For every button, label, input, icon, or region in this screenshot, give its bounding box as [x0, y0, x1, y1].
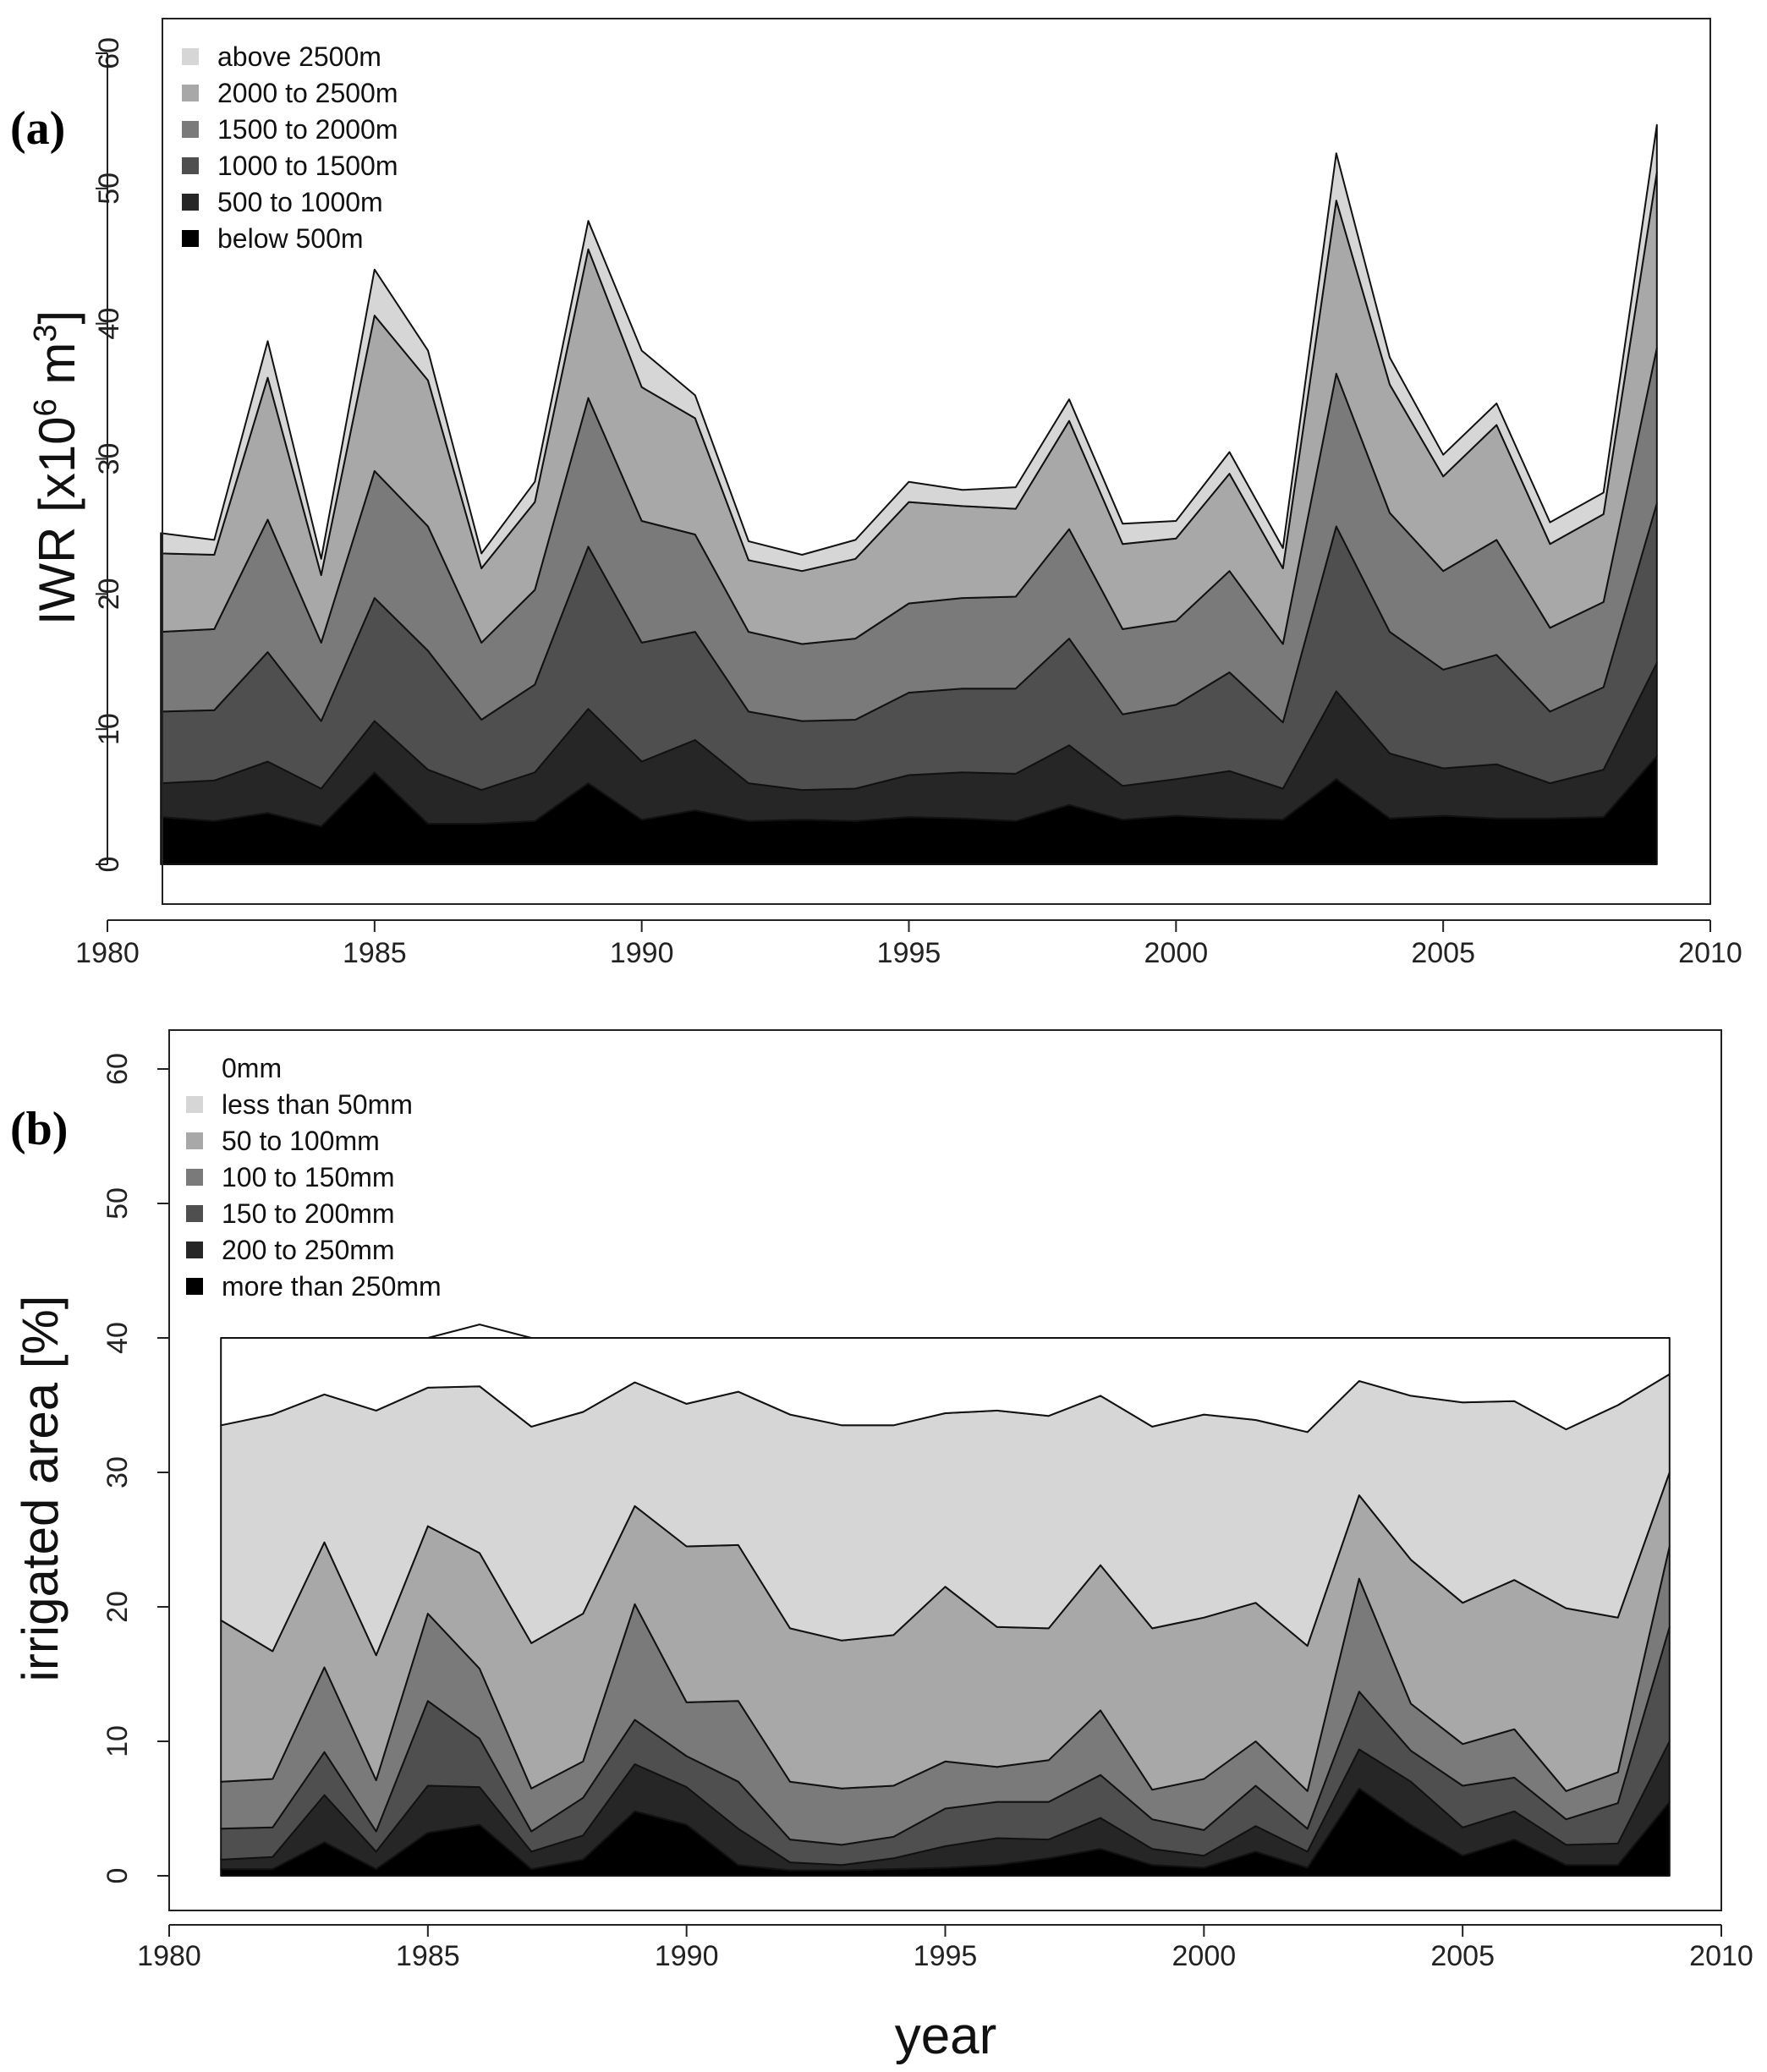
panel-b-chart: (b) 0mm less than 50mm 50 to 100mm 100 to 1…: [10, 1029, 1753, 2065]
x-tick-label: 1980: [137, 1940, 201, 1972]
y-tick-label: 40: [102, 1322, 134, 1354]
x-tick-label: 2005: [1411, 937, 1475, 969]
x-tick-label: 1990: [610, 937, 674, 969]
panel-a-y-axis-title: IWR [x106 m3]: [28, 310, 85, 625]
legend-label-1000-to-1500m: 1000 to 1500m: [217, 151, 398, 181]
x-tick-label: 1990: [655, 1940, 719, 1972]
legend-swatch-100-to-150mm: [186, 1169, 203, 1186]
panel-a-chart: (a) above 2500m 2000 to 2500m 1500 to 2000…: [10, 18, 1742, 969]
panel-a-plot-frame: [162, 18, 1711, 905]
legend-label-above-2500m: above 2500m: [217, 41, 381, 72]
legend-swatch-200-to-250mm: [186, 1242, 203, 1258]
panel-b-label: (b): [10, 1103, 68, 1155]
panel-b-x-axis: 1980 1985 1990 1995 2000 2005 2010: [137, 1924, 1753, 1972]
x-tick-label: 2005: [1430, 1940, 1495, 1972]
legend-label-150-to-200mm: 150 to 200mm: [222, 1198, 395, 1229]
x-tick-label: 2000: [1172, 1940, 1237, 1972]
legend-label-more-than-250mm: more than 250mm: [222, 1271, 442, 1302]
legend-label-below-500m: below 500m: [217, 223, 364, 254]
y-tick-label: 30: [93, 443, 125, 475]
y-tick-label: 40: [93, 308, 125, 340]
y-tick-label: 30: [102, 1456, 134, 1488]
panel-a-stacked-areas: [160, 123, 1658, 865]
panel-b-stacked-areas: [220, 1324, 1671, 1877]
x-tick-label: 1995: [914, 1940, 978, 1972]
legend-swatch-2000-to-2500m: [182, 85, 199, 101]
x-tick-label: 1985: [343, 937, 407, 969]
panel-a-label: (a): [10, 102, 65, 155]
y-tick-label: 50: [102, 1187, 134, 1220]
legend-swatch-less-than-50mm: [186, 1096, 203, 1113]
legend-swatch-1500-to-2000m: [182, 121, 199, 138]
x-tick-label: 1980: [75, 937, 140, 969]
legend-swatch-above-2500m: [182, 48, 199, 65]
y-tick-label: 60: [93, 37, 125, 69]
area-above-2500m: [160, 123, 1658, 576]
legend-swatch-150-to-200mm: [186, 1205, 203, 1222]
y-tick-label: 20: [93, 578, 125, 610]
legend-swatch-below-500m: [182, 230, 199, 247]
legend-label-100-to-150mm: 100 to 150mm: [222, 1162, 395, 1192]
legend-label-50-to-100mm: 50 to 100mm: [222, 1126, 380, 1156]
panel-b-x-axis-title: year: [895, 2007, 997, 2065]
x-tick-label: 2010: [1689, 1940, 1753, 1972]
y-tick-label: 10: [93, 713, 125, 745]
legend-swatch-1000-to-1500m: [182, 157, 199, 174]
x-tick-label: 2010: [1678, 937, 1742, 969]
x-tick-label: 1995: [877, 937, 941, 969]
legend-label-0mm: 0mm: [222, 1053, 282, 1083]
panel-a-x-axis: 1980 1985 1990 1995 2000 2005 2010: [75, 919, 1742, 969]
legend-label-500-to-1000m: 500 to 1000m: [217, 187, 383, 217]
panel-a-legend: above 2500m 2000 to 2500m 1500 to 2000m 100…: [182, 41, 398, 254]
y-tick-label: 10: [102, 1725, 134, 1757]
panel-b-legend: 0mm less than 50mm 50 to 100mm 100 to 150mm…: [186, 1053, 442, 1302]
panel-b-y-axis-title: irrigated area [%]: [12, 1296, 69, 1682]
legend-swatch-more-than-250mm: [186, 1278, 203, 1295]
legend-swatch-50-to-100mm: [186, 1132, 203, 1149]
panel-b-y-axis: 0 10 20 30 40 50 60: [102, 1053, 170, 1884]
legend-swatch-500-to-1000m: [182, 194, 199, 211]
y-tick-label: 50: [93, 173, 125, 205]
legend-label-1500-to-2000m: 1500 to 2000m: [217, 114, 398, 145]
y-tick-label: 60: [102, 1053, 134, 1085]
y-tick-label: 0: [93, 857, 125, 873]
y-tick-label: 20: [102, 1591, 134, 1623]
panel-a-y-axis: 0 10 20 30 40 50 60: [93, 37, 125, 872]
y-tick-label: 0: [102, 1868, 134, 1884]
legend-label-2000-to-2500m: 2000 to 2500m: [217, 78, 398, 108]
x-tick-label: 2000: [1144, 937, 1209, 969]
legend-label-200-to-250mm: 200 to 250mm: [222, 1235, 395, 1265]
legend-label-less-than-50mm: less than 50mm: [222, 1089, 413, 1120]
x-tick-label: 1985: [396, 1940, 460, 1972]
